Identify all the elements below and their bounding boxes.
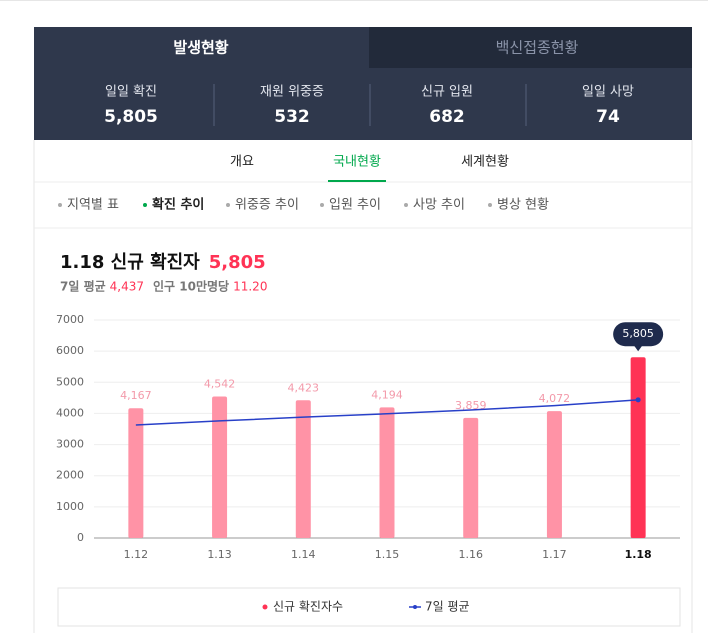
summary-value: 4,437: [110, 280, 144, 294]
tooltip-pointer: [634, 345, 643, 352]
bar: [630, 357, 646, 538]
stat-value: 532: [274, 107, 310, 127]
y-tick-label: 6000: [56, 344, 84, 357]
bullet: [404, 203, 408, 207]
stats-bg: [34, 68, 692, 140]
stat-label: 일일 확진: [105, 85, 157, 100]
bar: [463, 417, 479, 538]
y-tick-label: 2000: [56, 469, 84, 482]
tab[interactable]: 백신접종현황: [496, 39, 579, 57]
legend-box: [57, 587, 681, 627]
y-tick-label: 1000: [56, 500, 84, 513]
value-label: 3,859: [455, 399, 487, 412]
bar: [379, 407, 395, 538]
bullet: [320, 203, 324, 207]
summary-value: 11.20: [233, 280, 267, 294]
x-tick-label: 1.14: [291, 548, 316, 561]
legend-swatch: [262, 604, 268, 610]
bar: [295, 400, 311, 538]
chart-title-value: 5,805: [209, 252, 266, 273]
x-tick-label: 1.16: [458, 548, 483, 561]
value-label: 4,167: [120, 389, 152, 402]
bar: [128, 408, 144, 538]
tab[interactable]: 발생현황: [173, 39, 228, 57]
y-tick-label: 4000: [56, 406, 84, 419]
bar: [546, 411, 562, 538]
bullet: [226, 203, 230, 207]
stat-label: 신규 입원: [421, 85, 473, 100]
y-tick-label: 3000: [56, 438, 84, 451]
legend-swatch: [413, 605, 417, 609]
y-tick-label: 5000: [56, 375, 84, 388]
y-tick-label: 7000: [56, 313, 84, 326]
nav-tab[interactable]: 개요: [230, 155, 254, 170]
x-tick-label: 1.13: [207, 548, 232, 561]
tab-active-bg[interactable]: [34, 27, 369, 68]
nav-tab[interactable]: 국내현황: [333, 155, 381, 170]
x-tick-label: 1.15: [375, 548, 400, 561]
legend-label[interactable]: 7일 평균: [425, 600, 470, 614]
subnav-item[interactable]: 병상 현황: [497, 198, 549, 213]
bullet: [488, 203, 492, 207]
value-label: 4,423: [288, 381, 320, 394]
value-label: 4,194: [371, 388, 403, 401]
stat-label: 일일 사망: [582, 85, 634, 100]
avg-point: [635, 397, 641, 403]
y-tick-label: 0: [77, 531, 84, 544]
value-label: 4,542: [204, 378, 236, 391]
bar: [212, 396, 228, 538]
subnav-item[interactable]: 입원 추이: [329, 198, 381, 213]
subnav-item[interactable]: 위중증 추이: [235, 198, 299, 213]
x-tick-label: 1.17: [542, 548, 567, 561]
value-label: 4,072: [539, 392, 571, 405]
subnav-item[interactable]: 지역별 표: [67, 198, 119, 213]
nav-tab[interactable]: 세계현황: [461, 155, 509, 170]
avg-line: [135, 399, 639, 426]
top-border: [0, 0, 708, 1]
subnav-item[interactable]: 확진 추이: [152, 197, 204, 213]
chart-title: 1.18 신규 확진자: [60, 252, 200, 273]
tooltip: [613, 322, 664, 347]
bullet: [58, 203, 62, 207]
stat-value: 682: [429, 107, 465, 127]
stat-label: 재원 위중증: [260, 85, 324, 100]
summary-label: 7일 평균: [60, 280, 106, 294]
bullet: [143, 203, 147, 207]
legend-label[interactable]: 신규 확진자수: [273, 600, 343, 614]
summary-label: 인구 10만명당: [153, 279, 229, 294]
tab-bg[interactable]: [369, 27, 692, 68]
value-label: 5,805: [622, 327, 654, 340]
x-tick-label: 1.18: [625, 548, 652, 561]
x-tick-label: 1.12: [124, 548, 149, 561]
subnav-item[interactable]: 사망 추이: [413, 198, 465, 213]
stat-value: 74: [596, 107, 620, 127]
stat-value: 5,805: [104, 107, 158, 127]
